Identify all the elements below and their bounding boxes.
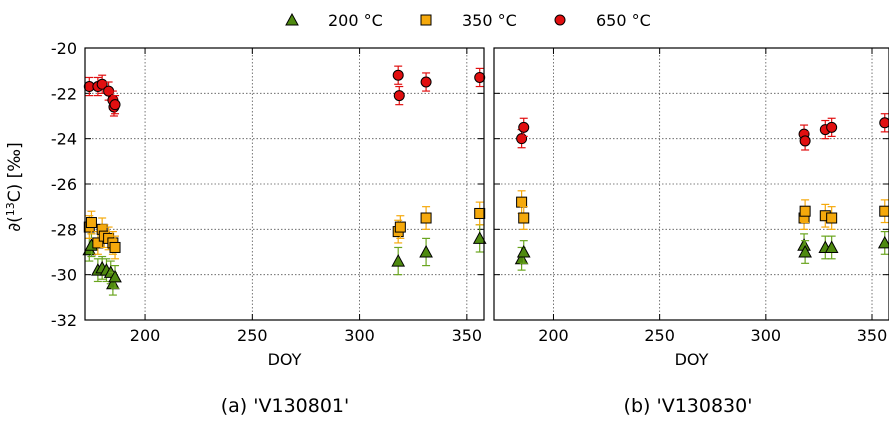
- data-point-triangle: [877, 235, 889, 249]
- legend-label: 650 °C: [596, 11, 651, 30]
- panel-a: 200 250 300 350 -32 -30 -28 -26 -24 -22 -20 DOY: [51, 39, 487, 369]
- data-point-square: [516, 196, 528, 208]
- panel-a-caption: (a) 'V130801': [221, 395, 349, 417]
- x-tick-label: 300: [344, 326, 375, 345]
- y-axis-label: ∂(13C) [‰]: [4, 142, 26, 231]
- data-point-circle: [516, 133, 528, 145]
- x-tick-label: 250: [237, 326, 268, 345]
- data-point-triangle: [419, 244, 433, 258]
- x-tick-label: 200: [538, 326, 569, 345]
- y-axis-label-tail: C) [‰]: [5, 142, 25, 202]
- plot-frame: [84, 47, 485, 321]
- x-tick-label: 350: [452, 326, 483, 345]
- legend-marker-square: [420, 14, 432, 26]
- data-point-triangle: [391, 254, 406, 267]
- data-point-circle: [826, 121, 838, 133]
- y-tick-label: -26: [51, 175, 77, 194]
- data-point-triangle: [472, 231, 487, 244]
- data-point-circle: [393, 90, 405, 102]
- data-point-triangle: [516, 244, 531, 258]
- y-tick-label: -22: [51, 84, 77, 103]
- y-tick-label: -24: [51, 130, 77, 149]
- x-tick-label: 200: [130, 326, 161, 345]
- y-tick-label: -30: [51, 266, 77, 285]
- legend-marker-circle: [554, 14, 566, 26]
- data-point-circle: [420, 76, 432, 88]
- legend-label: 200 °C: [328, 11, 383, 30]
- data-point-circle: [109, 99, 121, 111]
- x-axis-label: DOY: [675, 350, 709, 369]
- y-axis-label-superscript: 13: [4, 202, 17, 216]
- data-point-square: [474, 207, 486, 219]
- legend: 200 °C 350 °C 650 °C: [285, 11, 651, 30]
- data-point-square: [879, 205, 889, 217]
- data-point-square: [85, 217, 97, 229]
- data-point-triangle: [798, 244, 812, 258]
- data-point-square: [826, 212, 838, 224]
- y-tick-label: -32: [51, 311, 77, 330]
- x-tick-label: 350: [857, 326, 888, 345]
- x-tick-label: 300: [751, 326, 782, 345]
- data-point-circle: [879, 117, 889, 129]
- data-point-circle: [799, 135, 811, 147]
- legend-label: 350 °C: [462, 11, 517, 30]
- data-point-square: [109, 241, 121, 253]
- data-point-circle: [518, 121, 530, 133]
- panel-b: 200 250 300 350 DOY: [493, 47, 889, 369]
- data-point-square: [518, 212, 530, 224]
- data-point-triangle: [108, 269, 122, 283]
- data-point-square: [394, 221, 406, 233]
- data-point-square: [92, 237, 104, 249]
- x-axis-label: DOY: [268, 350, 302, 369]
- data-point-square: [799, 205, 811, 217]
- panel-b-caption: (b) 'V130830': [624, 395, 753, 417]
- data-point-square: [420, 212, 432, 224]
- y-tick-label: -20: [51, 39, 77, 58]
- x-tick-label: 250: [644, 326, 675, 345]
- plot-frame: [493, 47, 889, 321]
- y-axis-label-main: ∂(: [5, 216, 25, 231]
- legend-marker-triangle: [285, 12, 299, 26]
- data-point-circle: [474, 71, 486, 83]
- data-point-triangle: [824, 240, 839, 253]
- data-point-circle: [392, 69, 404, 81]
- y-tick-label: -28: [51, 220, 77, 239]
